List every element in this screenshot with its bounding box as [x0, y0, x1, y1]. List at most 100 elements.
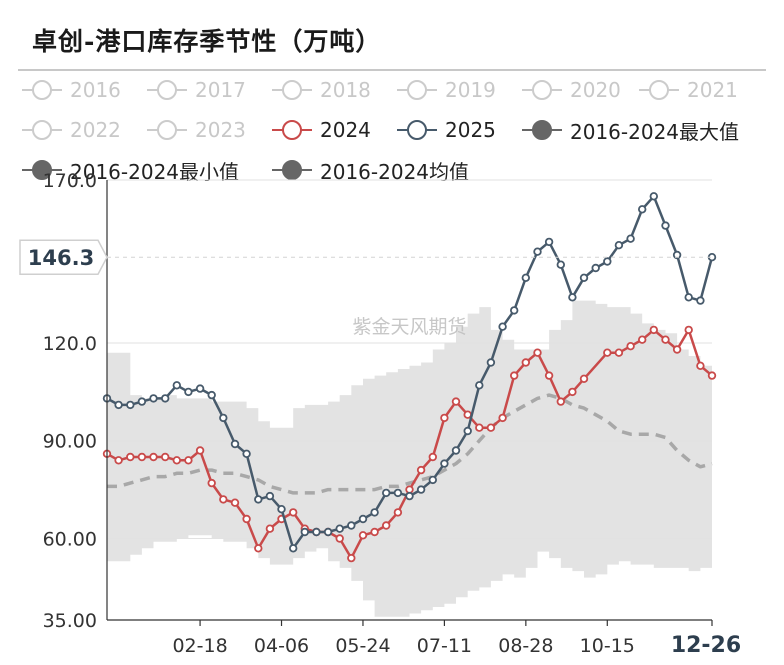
data-point-2024	[160, 452, 170, 462]
data-point-2025	[323, 527, 333, 537]
data-point-2025	[463, 426, 472, 436]
legend-item-2025[interactable]: 2025	[395, 116, 496, 144]
legend-item-2020[interactable]: 2020	[520, 76, 621, 104]
data-point-2025	[440, 459, 449, 468]
current-value-tag	[19, 239, 108, 275]
legend-swatch-marker	[157, 80, 177, 100]
data-point-2025	[428, 475, 437, 485]
data-point-2024	[137, 452, 147, 462]
data-point-2024	[428, 452, 437, 462]
watermark-layer: 紫金天风期货	[352, 316, 466, 338]
legend-swatch-marker	[532, 120, 552, 140]
data-point-2024	[230, 498, 240, 507]
legend-item-2019[interactable]: 2019	[395, 76, 496, 104]
data-point-2025	[137, 397, 147, 406]
data-point-2025	[661, 221, 670, 230]
data-point-2024	[533, 348, 542, 357]
data-point-2025	[195, 384, 205, 393]
data-point-2025	[300, 527, 309, 537]
legend-item-2023[interactable]: 2023	[145, 116, 246, 144]
data-point-2024	[475, 423, 484, 432]
data-point-2024	[172, 456, 181, 465]
data-point-2024	[544, 371, 554, 380]
data-point-2025	[207, 390, 216, 400]
legend-label: 2019	[445, 78, 496, 102]
data-point-2024	[207, 478, 216, 488]
x-tick-label: 02-18	[172, 635, 227, 657]
series-line-2024	[106, 328, 713, 560]
current-value-label: 146.3	[28, 246, 94, 270]
data-point-2025	[603, 257, 612, 266]
data-point-2024	[289, 508, 298, 517]
data-point-2024	[603, 348, 612, 357]
legend-swatch-marker	[532, 80, 552, 100]
data-point-2024	[184, 456, 193, 465]
x-tick-label: 08-28	[498, 635, 553, 657]
legend-swatch-2021	[639, 80, 679, 100]
data-point-2025	[242, 449, 251, 458]
legend-swatch-marker	[407, 80, 427, 100]
x-tick-label: 10-15	[580, 635, 635, 657]
legend-item-2017[interactable]: 2017	[145, 76, 246, 104]
data-point-2025	[126, 400, 135, 410]
data-point-2025	[254, 495, 263, 504]
y-tick-label: 35.00	[43, 610, 97, 632]
data-point-2024	[486, 423, 496, 432]
legend-label: 2017	[195, 78, 246, 102]
y-tick-label: 90.00	[43, 431, 97, 453]
legend-item-2018[interactable]: 2018	[270, 76, 371, 104]
legend-swatch-2016-2024	[22, 160, 62, 180]
data-point-2024	[416, 465, 426, 475]
data-point-2025	[672, 250, 682, 260]
series-2024	[102, 325, 717, 563]
data-point-2025	[498, 322, 507, 331]
data-point-2025	[312, 527, 321, 537]
data-point-2025	[510, 306, 519, 315]
legend-item-2016[interactable]: 2016	[20, 76, 121, 104]
series-2025	[102, 192, 717, 553]
data-point-2024	[114, 456, 123, 465]
data-point-2024	[672, 345, 682, 354]
y-tick-label: 170.0	[43, 170, 97, 192]
data-point-2024	[219, 495, 228, 504]
data-point-2025	[614, 240, 624, 250]
data-point-2025	[149, 394, 158, 403]
legend-item-2016-2024[interactable]: 2016-2024最大值	[520, 116, 739, 144]
x-tick-label: 04-06	[254, 635, 309, 657]
data-point-2025	[184, 387, 193, 397]
data-point-2025	[568, 293, 577, 302]
legend-label: 2020	[570, 78, 621, 102]
legend-swatch-2022	[22, 120, 62, 140]
data-point-2025	[219, 413, 228, 423]
legend-swatch-2019	[397, 80, 437, 100]
data-point-2024	[254, 544, 263, 553]
data-point-2024	[707, 371, 717, 380]
min-max-band	[107, 300, 712, 617]
legend-swatch-2016-2024	[272, 160, 312, 180]
data-point-2024	[498, 413, 507, 423]
legend-item-2022[interactable]: 2022	[20, 116, 121, 144]
data-point-2025	[277, 505, 286, 514]
data-point-2024	[649, 325, 658, 335]
data-point-2024	[382, 521, 391, 530]
legend-label: 2023	[195, 118, 246, 142]
legend-swatch-marker	[282, 120, 302, 140]
legend-swatch-marker	[32, 80, 52, 100]
data-point-2024	[661, 335, 670, 344]
legend-swatch-marker	[157, 120, 177, 140]
legend-swatch-marker	[407, 120, 427, 140]
data-point-2025	[416, 485, 426, 494]
data-point-2025	[230, 439, 240, 449]
data-point-2025	[591, 263, 600, 273]
legend-swatch-2018	[272, 80, 312, 100]
legend-label: 2024	[320, 118, 371, 142]
data-point-2025	[486, 358, 496, 367]
data-point-2024	[510, 371, 519, 380]
data-point-2025	[649, 192, 658, 201]
data-point-2024	[696, 361, 705, 370]
data-point-2025	[405, 491, 414, 501]
legend-label: 2021	[687, 78, 738, 102]
legend-item-2024[interactable]: 2024	[270, 116, 371, 144]
legend-item-2021[interactable]: 2021	[637, 76, 738, 104]
